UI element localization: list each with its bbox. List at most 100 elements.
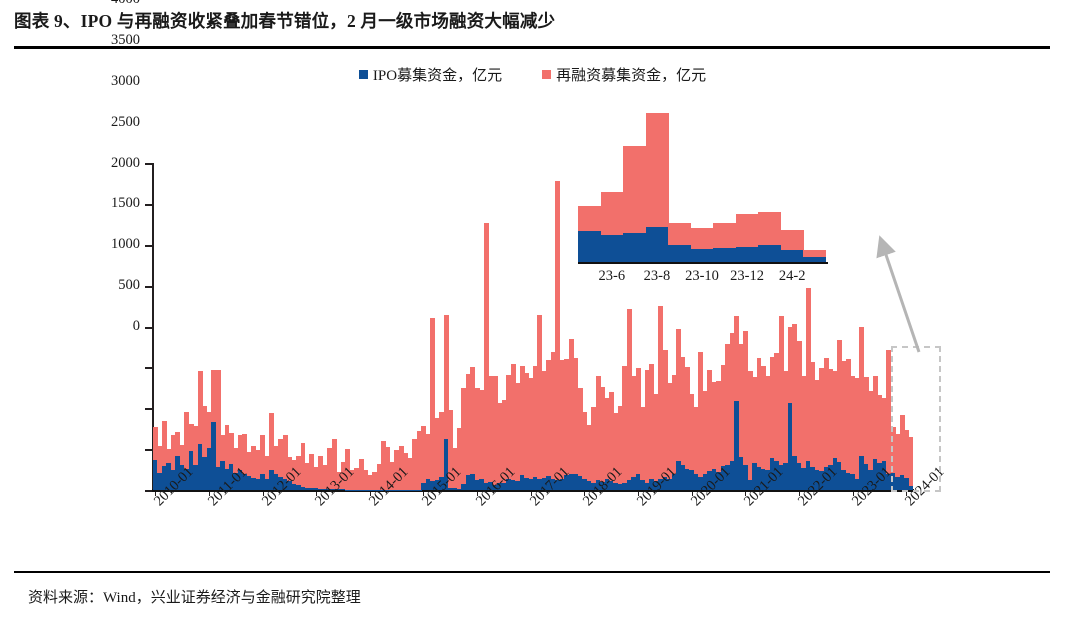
inset-bar-column: [668, 223, 692, 262]
bar-segment-refinance: [403, 452, 409, 490]
bar-column: [895, 434, 901, 490]
bar-column: [255, 449, 261, 490]
bar-segment-ipo: [434, 480, 440, 490]
bar-segment-ipo: [474, 480, 480, 490]
bar-column: [649, 364, 655, 490]
inset-bar-column: [713, 223, 737, 262]
x-axis-tick: [369, 492, 371, 496]
bar-segment-refinance: [810, 361, 816, 468]
bar-segment-ipo: [899, 475, 905, 490]
bar-column: [291, 459, 297, 490]
bar-column: [769, 356, 775, 490]
bar-segment-refinance: [841, 360, 847, 470]
bar-column: [273, 445, 279, 490]
bar-segment-ipo: [609, 481, 614, 490]
bar-segment-refinance: [550, 351, 556, 480]
bar-column: [389, 461, 395, 490]
bar-column: [237, 435, 243, 490]
bar-segment-ipo: [188, 450, 194, 490]
inset-bar-segment-ipo: [690, 248, 714, 262]
inset-bar-segment-ipo: [758, 244, 782, 262]
inset-bar-segment-refinance: [735, 214, 759, 248]
bar-segment-refinance: [752, 377, 758, 464]
bar-segment-ipo: [564, 475, 570, 490]
bar-segment-refinance: [814, 380, 820, 470]
bar-segment-ipo: [506, 479, 512, 490]
bar-column: [658, 306, 664, 490]
chart-legend: IPO募集资金，亿元 再融资募集资金，亿元: [0, 64, 1065, 85]
inset-bar-column: [735, 214, 759, 262]
bar-segment-refinance: [671, 374, 677, 474]
bar-segment-ipo: [237, 470, 243, 490]
bar-segment-refinance: [220, 435, 226, 462]
bar-column: [537, 315, 543, 490]
inset-bar-segment-ipo: [668, 244, 692, 262]
inset-bar-segment-ipo: [600, 234, 624, 262]
bar-column: [743, 330, 749, 490]
bar-segment-refinance: [452, 447, 458, 489]
bar-segment-ipo: [819, 471, 825, 490]
bar-segment-ipo: [215, 467, 221, 490]
bar-column: [439, 412, 445, 490]
bar-segment-refinance: [644, 369, 650, 484]
bar-column: [443, 315, 449, 490]
bar-column: [863, 377, 869, 490]
x-axis-labels: 2010-01 2011-01 2012-01 2013-01 2014-01 2015-…: [151, 464, 948, 582]
bar-segment-refinance: [649, 364, 655, 480]
bar-segment-refinance: [519, 365, 525, 476]
bar-segment-ipo: [769, 458, 775, 490]
inset-x-axis-tick-label: 23-12: [730, 268, 764, 284]
inset-bar-segment-ipo: [735, 247, 759, 262]
bar-column: [577, 387, 583, 490]
inset-bar-segment-refinance: [803, 250, 827, 258]
bar-segment-ipo: [448, 487, 454, 490]
bar-segment-ipo: [667, 479, 673, 490]
bar-segment-refinance: [291, 459, 297, 485]
bar-column: [850, 376, 856, 490]
bar-segment-ipo: [591, 482, 597, 490]
bar-column: [591, 406, 597, 490]
bar-segment-ipo: [233, 472, 239, 490]
bar-segment-refinance: [854, 378, 860, 480]
bar-segment-ipo: [711, 468, 717, 490]
bar-column: [761, 365, 766, 490]
y-axis-tick-label: 4000: [76, 0, 140, 7]
bar-segment-ipo: [810, 467, 816, 490]
bar-column: [644, 369, 650, 490]
bar-segment-refinance: [488, 376, 494, 482]
inset-chart: 23-6 23-8 23-10 23-12 24-2: [578, 104, 846, 289]
bar-segment-ipo: [787, 402, 793, 490]
bar-segment-ipo: [586, 481, 592, 490]
x-axis-line: [152, 489, 914, 492]
inset-x-axis-tick-label: 24-2: [778, 268, 806, 284]
bar-segment-refinance: [676, 328, 682, 461]
bar-segment-ipo: [421, 483, 427, 490]
bar-column: [533, 365, 538, 490]
bar-column: [501, 400, 507, 490]
y-axis-tick: [145, 163, 152, 165]
x-axis-tick: [852, 492, 854, 496]
bar-segment-refinance: [492, 375, 498, 486]
bar-segment-ipo: [519, 475, 525, 490]
bar-column: [211, 369, 217, 490]
bar-segment-refinance: [184, 412, 190, 469]
bar-column: [287, 457, 293, 490]
bar-column: [823, 357, 829, 490]
bar-segment-ipo: [184, 468, 190, 490]
x-axis-tick: [530, 492, 532, 496]
bar-segment-refinance: [546, 360, 552, 477]
bar-segment-refinance: [421, 426, 427, 484]
bar-segment-refinance: [269, 413, 275, 470]
source-note: 资料来源：Wind，兴业证券经济与金融研究院整理: [28, 590, 361, 606]
bar-column: [564, 359, 570, 490]
bar-column: [153, 427, 158, 490]
inset-bar-column: [758, 211, 782, 262]
bar-segment-refinance: [850, 376, 856, 474]
bar-segment-refinance: [246, 451, 252, 477]
bar-segment-ipo: [761, 468, 766, 490]
bar-column: [170, 435, 176, 490]
bar-column: [828, 369, 834, 490]
bar-segment-refinance: [783, 370, 789, 464]
y-axis-tick: [145, 449, 152, 452]
